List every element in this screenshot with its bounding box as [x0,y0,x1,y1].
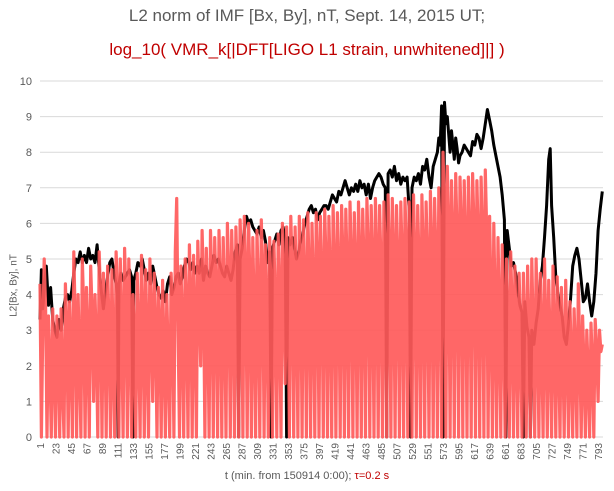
x-tick-label: 89 [98,443,109,455]
x-tick-label: 67 [83,443,94,455]
y-tick-label: 8 [26,147,32,159]
x-tick-label: 595 [455,443,466,460]
y-tick-label: 1 [26,396,32,408]
y-tick-label: 10 [20,76,32,88]
x-tick-label: 243 [207,443,218,460]
y-tick-labels: 0 1 2 3 4 5 6 7 8 9 10 [20,76,32,444]
x-tick-label: 485 [377,443,388,460]
y-tick-label: 9 [26,112,32,124]
x-tick-label: 463 [362,443,373,460]
x-axis-label-tau: τ=0.2 s [354,470,390,482]
x-tick-label: 683 [517,443,528,460]
x-tick-labels: 1 23 45 67 89 111 133 155 177 199 221 243 265 287 309 3… [36,443,605,460]
x-tick-label: 133 [129,443,140,460]
x-tick-label: 309 [253,443,264,460]
y-tick-label: 2 [26,361,32,373]
y-tick-label: 3 [26,325,32,337]
y-tick-label: 5 [26,254,32,266]
x-tick-label: 661 [501,443,512,460]
chart-title-line2: log_10( VMR_k[|DFT[LIGO L1 strain, unwhi… [109,40,505,59]
y-tick-label: 4 [26,290,32,302]
x-tick-label: 45 [67,443,78,455]
x-tick-label: 617 [470,443,481,460]
y-tick-label: 6 [26,218,32,230]
x-tick-label: 23 [52,443,63,455]
x-tick-label: 177 [160,443,171,460]
chart-title-line1: L2 norm of IMF [Bx, By], nT, Sept. 14, 2… [128,6,486,25]
x-tick-label: 573 [439,443,450,460]
x-tick-label: 793 [594,443,605,460]
x-tick-label: 331 [269,443,280,460]
x-tick-label: 353 [284,443,295,460]
x-axis-label: t (min. from 150914 0:00); τ=0.2 s [0,470,614,482]
x-tick-label: 199 [176,443,187,460]
series-line-red [38,150,604,439]
y-tick-label: 0 [26,432,32,444]
x-tick-label: 771 [579,443,590,460]
x-tick-label: 1 [36,443,47,449]
x-tick-label: 287 [238,443,249,460]
x-tick-label: 705 [532,443,543,460]
x-tick-label: 727 [548,443,559,460]
y-tick-label: 7 [26,183,32,195]
x-tick-label: 507 [393,443,404,460]
x-tick-label: 529 [408,443,419,460]
x-axis-label-main: t (min. from 150914 0:00); [224,470,352,482]
x-tick-label: 221 [191,443,202,460]
x-tick-label: 441 [346,443,357,460]
series-layer [38,100,604,439]
x-tick-label: 111 [114,443,125,459]
x-tick-label: 551 [424,443,435,460]
x-tick-label: 639 [486,443,497,460]
x-tick-label: 265 [222,443,233,460]
x-tick-label: 397 [315,443,326,460]
x-tick-label: 419 [331,443,342,460]
x-tick-label: 155 [145,443,156,460]
x-tick-label: 749 [563,443,574,460]
x-tick-label: 375 [300,443,311,460]
